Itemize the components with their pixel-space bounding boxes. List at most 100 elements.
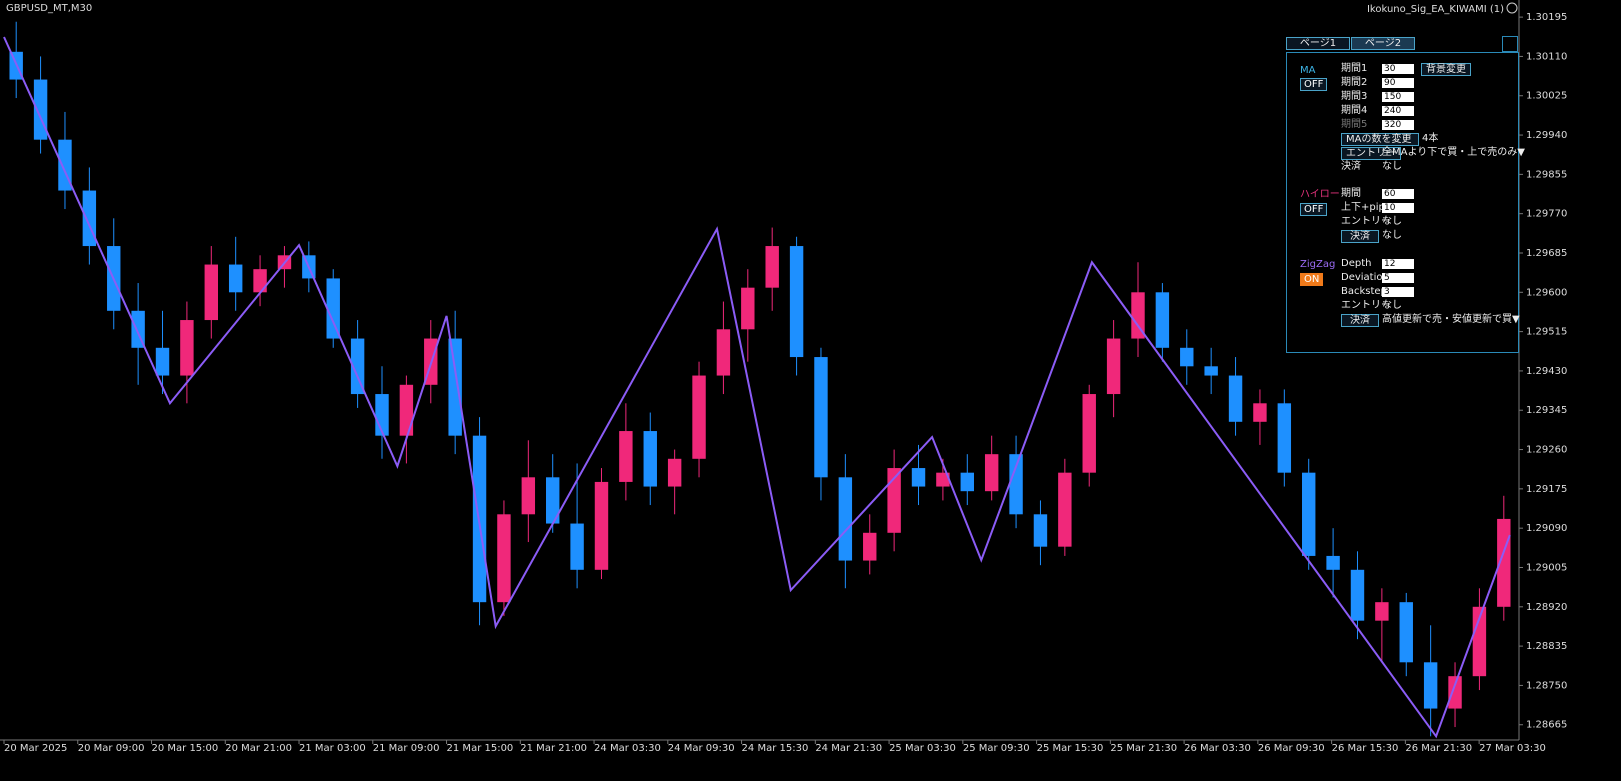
field-input[interactable]: 240 [1382, 106, 1414, 116]
candle-body [521, 477, 536, 515]
ma-count: 4本 [1422, 133, 1439, 144]
candle-body [253, 269, 267, 293]
y-tick-label: 1.28920 [1526, 602, 1567, 613]
y-tick-label: 1.29345 [1526, 405, 1567, 416]
zigzag-toggle[interactable]: ON [1300, 273, 1324, 286]
candle-body [741, 287, 755, 330]
y-tick-label: 1.28835 [1526, 641, 1567, 652]
symbol: GBPUSD_MT,M30 [6, 3, 92, 14]
y-tick-label: 1.29855 [1526, 169, 1567, 180]
candle-body [936, 472, 950, 487]
y-tick-label: 1.29090 [1526, 523, 1567, 534]
field-input[interactable]: 30 [1382, 64, 1414, 74]
field-label: 期間1 [1341, 63, 1368, 74]
x-tick-label: 24 Mar 15:30 [742, 743, 809, 754]
x-tick-label: 21 Mar 15:00 [447, 743, 514, 754]
candle-body [716, 329, 731, 376]
candle-body [643, 431, 657, 487]
hilo-exit-button[interactable]: 決済 [1341, 230, 1379, 243]
y-tick-label: 1.29430 [1526, 366, 1567, 377]
tab[interactable]: ページ1 [1286, 37, 1350, 50]
y-tick-label: 1.29940 [1526, 130, 1567, 141]
candle-body [1228, 375, 1243, 422]
candle-body [692, 375, 706, 459]
close-icon[interactable] [1506, 2, 1518, 14]
ea-name: Ikokuno_Sig_EA_KIWAMI (1) [1367, 4, 1504, 15]
x-tick-label: 25 Mar 03:30 [889, 743, 956, 754]
candle-body [1253, 403, 1267, 422]
candle-body [1009, 454, 1023, 515]
candle-body [1399, 602, 1413, 663]
candle-body [887, 468, 901, 533]
candle-body [984, 454, 999, 492]
candle-body [204, 264, 218, 321]
x-tick-label: 24 Mar 21:30 [815, 743, 882, 754]
candle-body [155, 347, 170, 376]
y-tick-label: 1.29600 [1526, 287, 1567, 298]
x-tick-label: 26 Mar 15:30 [1332, 743, 1399, 754]
candle-body [180, 320, 194, 376]
x-tick-label: 21 Mar 21:00 [520, 743, 587, 754]
minimize-button[interactable] [1502, 36, 1518, 52]
ma-entry[interactable]: 全MAより下で買・上で売のみ▼ [1382, 147, 1525, 158]
y-tick-label: 1.29770 [1526, 209, 1567, 220]
x-tick-label: 20 Mar 21:00 [225, 743, 292, 754]
x-tick-label: 21 Mar 03:00 [299, 743, 366, 754]
field-input[interactable]: 10 [1382, 203, 1414, 213]
field-label: 期間3 [1341, 91, 1368, 102]
field-input[interactable]: 150 [1382, 92, 1414, 102]
candle-body [1302, 472, 1316, 556]
field-input[interactable]: 320 [1382, 120, 1414, 130]
hilo-title: ハイロー [1300, 189, 1340, 200]
field-label: 期間 [1341, 188, 1361, 199]
x-tick-label: 24 Mar 03:30 [594, 743, 661, 754]
field-input[interactable]: 3 [1382, 287, 1414, 297]
zigzag-line [3, 36, 1511, 739]
y-tick-label: 1.30110 [1526, 51, 1567, 62]
hilo-toggle[interactable]: OFF [1300, 203, 1328, 216]
bg-button[interactable]: 背景変更 [1421, 63, 1471, 76]
x-tick-label: 21 Mar 09:00 [373, 743, 440, 754]
y-tick-label: 1.29005 [1526, 562, 1567, 573]
candle-body [911, 468, 926, 487]
ma-toggle[interactable]: OFF [1300, 78, 1328, 91]
field-input[interactable]: 60 [1382, 189, 1414, 199]
hilo-exit: なし [1382, 230, 1402, 241]
y-tick-label: 1.28750 [1526, 680, 1567, 691]
candle-body [1448, 676, 1462, 709]
field-label: Depth [1341, 258, 1372, 269]
candle-body [1423, 662, 1438, 709]
candle-body [1277, 403, 1292, 473]
ma-exit: なし [1382, 161, 1402, 172]
ma-entry-button[interactable]: エントリー [1341, 147, 1401, 160]
ma-count-button[interactable]: MAの数を変更 [1341, 133, 1419, 146]
zigzag-entry-label: エントリー [1341, 300, 1391, 311]
x-tick-label: 20 Mar 2025 [4, 743, 67, 754]
field-label: Backstep [1341, 286, 1387, 297]
zigzag-exit[interactable]: 高値更新で売・安値更新で買▼ [1382, 314, 1520, 325]
hilo-entry: なし [1382, 216, 1402, 227]
candle-body [228, 264, 243, 293]
field-input[interactable]: 5 [1382, 273, 1414, 283]
candle-body [765, 246, 779, 288]
candle-body [399, 384, 414, 436]
candle-body [350, 338, 365, 395]
field-input[interactable]: 12 [1382, 259, 1414, 269]
y-tick-label: 1.30025 [1526, 91, 1567, 102]
x-tick-label: 20 Mar 15:00 [152, 743, 219, 754]
candle-body [1204, 366, 1218, 376]
x-tick-label: 26 Mar 09:30 [1258, 743, 1325, 754]
x-tick-label: 24 Mar 09:30 [668, 743, 735, 754]
field-label: 期間5 [1341, 119, 1368, 130]
candle-body [838, 477, 853, 561]
zigzag-exit-button[interactable]: 決済 [1341, 314, 1379, 327]
candle-body [1033, 514, 1048, 547]
field-input[interactable]: 90 [1382, 78, 1414, 88]
tab[interactable]: ページ2 [1351, 37, 1415, 50]
x-tick-label: 26 Mar 03:30 [1184, 743, 1251, 754]
candle-body [1058, 472, 1072, 547]
candle-body [1350, 569, 1365, 621]
candle-body [619, 431, 633, 482]
